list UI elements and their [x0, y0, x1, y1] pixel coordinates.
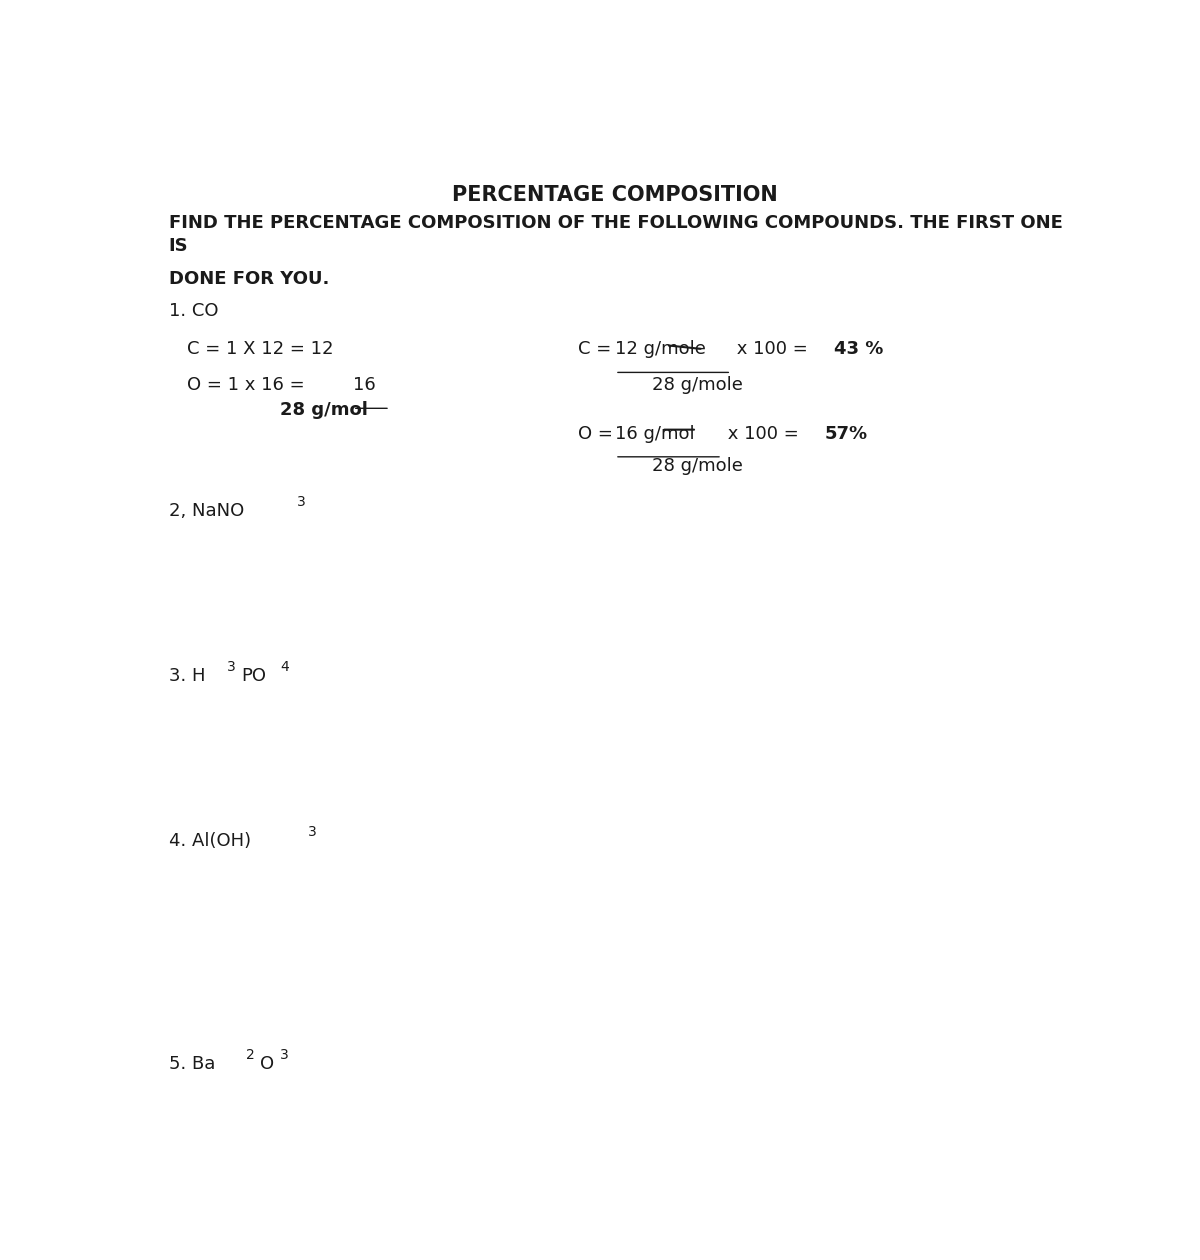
Text: C =: C =	[578, 340, 617, 358]
Text: x 100 =: x 100 =	[731, 340, 814, 358]
Text: 43 %: 43 %	[834, 340, 883, 358]
Text: C = 1 X 12 = 12: C = 1 X 12 = 12	[187, 340, 334, 358]
Text: DONE FOR YOU.: DONE FOR YOU.	[168, 270, 329, 287]
Text: IS: IS	[168, 237, 188, 255]
Text: PO: PO	[241, 668, 266, 685]
Text: x 100 =: x 100 =	[722, 425, 804, 442]
Text: PERCENTAGE COMPOSITION: PERCENTAGE COMPOSITION	[452, 185, 778, 205]
Text: FIND THE PERCENTAGE COMPOSITION OF THE FOLLOWING COMPOUNDS. THE FIRST ONE: FIND THE PERCENTAGE COMPOSITION OF THE F…	[168, 214, 1062, 232]
Text: 5. Ba: 5. Ba	[168, 1056, 215, 1074]
Text: 57%: 57%	[824, 425, 868, 442]
Text: 2, NaNO: 2, NaNO	[168, 503, 244, 520]
Text: 28 g/mole: 28 g/mole	[653, 457, 743, 475]
Text: 28 g/mole: 28 g/mole	[653, 377, 743, 394]
Text: 3. H: 3. H	[168, 668, 205, 685]
Text: 3: 3	[296, 495, 306, 509]
Text: O =: O =	[578, 425, 618, 442]
Text: 3: 3	[281, 1047, 289, 1062]
Text: 2: 2	[246, 1047, 254, 1062]
Text: 16: 16	[353, 377, 376, 394]
Text: 28 g/mol: 28 g/mol	[281, 401, 368, 418]
Text: 4: 4	[281, 659, 289, 674]
Text: 12 g/mole: 12 g/mole	[616, 340, 706, 358]
Text: 16 g/mol: 16 g/mol	[616, 425, 695, 442]
Text: 4. Al(OH): 4. Al(OH)	[168, 833, 251, 850]
Text: 3: 3	[227, 659, 236, 674]
Text: 3: 3	[308, 824, 317, 838]
Text: O = 1 x 16 =: O = 1 x 16 =	[187, 377, 311, 394]
Text: O: O	[259, 1056, 274, 1074]
Text: 1. CO: 1. CO	[168, 301, 218, 320]
